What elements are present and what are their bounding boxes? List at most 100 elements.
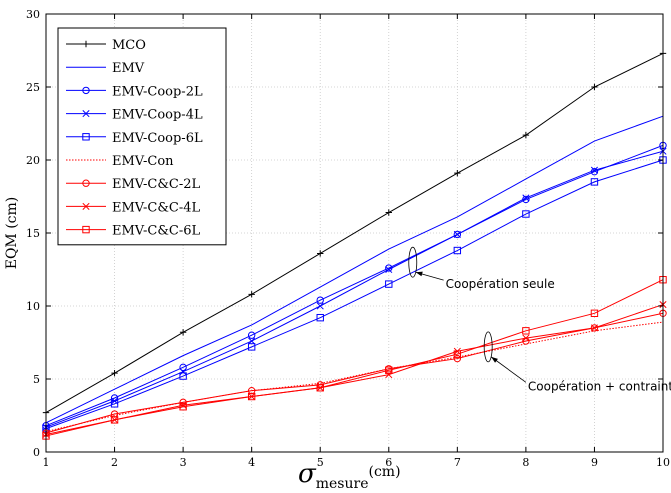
point-marker-square (385, 366, 393, 374)
point-marker-cross (590, 324, 598, 332)
point-marker-square (522, 210, 530, 218)
point-marker-circle (247, 331, 256, 339)
legend-entry: EMV-C&C-2L (66, 177, 201, 192)
point-marker-plus (317, 250, 324, 257)
point-marker-plus (385, 209, 392, 216)
series-emv-candc-2l (42, 309, 667, 437)
point-marker-square (453, 246, 462, 255)
series-line (45, 115, 664, 424)
point-marker-cross (385, 371, 393, 379)
x-tick-label: 10 (656, 456, 670, 469)
point-marker-cross (453, 230, 461, 239)
point-marker-square (247, 392, 256, 401)
y-tick-label: 10 (26, 300, 40, 313)
point-marker-cross (522, 334, 530, 342)
series-layer (42, 50, 667, 440)
legend-label: EMV (112, 61, 145, 76)
series-emv-candc-4l (42, 300, 667, 439)
x-tick-label: 6 (385, 456, 392, 469)
y-tick-label: 15 (26, 227, 40, 240)
annotation-label: Coopération + contraintes (528, 379, 671, 393)
point-marker-cross (385, 265, 393, 274)
legend-entry: EMV-Coop-4L (66, 108, 203, 123)
point-marker-cross (316, 302, 324, 310)
annotation-ellipse (408, 246, 418, 278)
point-marker-circle (453, 354, 462, 363)
annotation-ellipse (483, 331, 493, 363)
x-tick-label: 1 (43, 456, 50, 469)
point-marker-circle (110, 410, 119, 418)
point-marker-cross (248, 337, 256, 345)
annotations: Coopération seule Coopération + contraint… (408, 246, 671, 393)
annotation-label: Coopération seule (446, 277, 555, 291)
point-marker-square (316, 384, 324, 392)
x-tick-label: 2 (111, 456, 118, 469)
series-line (45, 150, 664, 428)
legend-entry: EMV-C&C-6L (66, 224, 201, 239)
point-marker-square (110, 416, 119, 424)
x-tick-label: 5 (317, 456, 324, 469)
point-marker-square (179, 403, 187, 411)
point-marker-square (82, 225, 90, 234)
series-line (45, 144, 664, 427)
point-marker-square (316, 313, 324, 322)
annotation-arrow (490, 356, 527, 383)
point-marker-plus (454, 169, 461, 177)
annotation: Coopération seule (408, 246, 555, 291)
x-axis-label: σmesure(cm) (298, 459, 401, 492)
series-mco (42, 50, 667, 416)
point-marker-square (522, 327, 530, 335)
point-marker-plus (522, 131, 530, 139)
legend-entry: EMV-Con (66, 154, 174, 169)
legend-label: EMV-Con (112, 154, 174, 169)
legend-label: EMV-Coop-4L (112, 108, 203, 123)
series-line (45, 52, 664, 414)
point-marker-cross (522, 194, 530, 202)
y-tick-label: 20 (26, 154, 40, 167)
point-marker-square (110, 400, 119, 408)
point-marker-square (247, 343, 256, 351)
axis-ticks: 1 2 3 4 5 6 7 8 9 10 0 5 10 15 20 25 30 (26, 8, 670, 469)
point-marker-square (453, 350, 462, 358)
annotation-arrowhead (415, 271, 423, 277)
y-tick-label: 25 (26, 81, 40, 94)
series-line (45, 304, 664, 435)
series-line (45, 159, 664, 430)
x-axis-label-symbol: σ (298, 459, 317, 489)
point-marker-cross (82, 202, 90, 210)
y-tick-label: 0 (33, 446, 40, 459)
point-marker-square (82, 133, 90, 141)
point-marker-square (590, 309, 599, 318)
legend-entry: EMV (66, 61, 145, 76)
x-axis-label-unit: (cm) (369, 464, 401, 480)
x-axis-label-subscript: mesure (316, 476, 369, 492)
series-line (45, 279, 664, 437)
x-tick-label: 7 (454, 456, 461, 469)
x-tick-label: 9 (591, 456, 598, 469)
legend-entry: MCO (66, 38, 146, 53)
y-tick-label: 30 (26, 8, 40, 21)
series-line (45, 321, 664, 433)
point-marker-plus (111, 369, 118, 377)
point-marker-cross (179, 368, 187, 376)
point-marker-circle (453, 230, 462, 239)
legend-label: EMV-C&C-2L (112, 177, 201, 192)
point-marker-plus (179, 329, 187, 336)
series-emv-candc-6l (42, 276, 667, 440)
point-marker-plus (82, 40, 90, 48)
y-tick-label: 5 (33, 373, 40, 386)
x-tick-label: 4 (248, 456, 255, 469)
series-emv-con (45, 321, 664, 433)
legend-entry: EMV-C&C-4L (66, 200, 201, 215)
point-marker-square (590, 178, 599, 186)
legend-label: EMV-C&C-6L (112, 224, 201, 239)
legend-label: EMV-C&C-4L (112, 200, 201, 215)
point-marker-circle (247, 386, 256, 395)
point-marker-circle (82, 86, 90, 95)
y-axis-label: EQM (cm) (4, 197, 20, 270)
point-marker-plus (248, 291, 255, 298)
point-marker-cross (590, 166, 598, 174)
legend-entry: EMV-Coop-2L (66, 84, 203, 99)
point-marker-circle (316, 296, 324, 304)
legend-label: EMV-Coop-2L (112, 84, 203, 99)
